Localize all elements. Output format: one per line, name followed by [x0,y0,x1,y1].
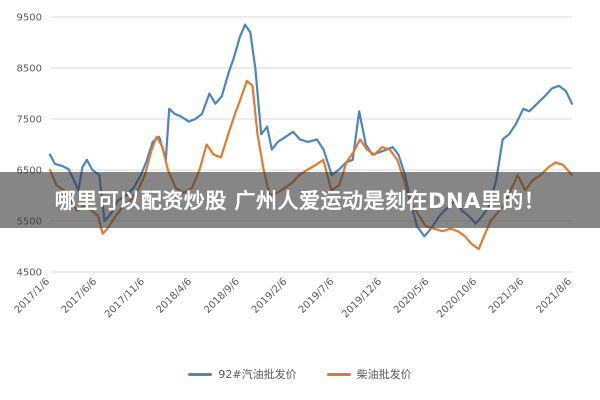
x-tick-label: 2019/2/6 [250,276,290,316]
y-axis-ticks: 450055006500750085009500 [17,13,42,279]
x-axis-ticks: 2017/1/6 2017/6/6 2017/11/6 2018/4/6 2018/9/… [13,276,575,320]
y-tick-label: 7500 [17,115,42,126]
y-tick-label: 4500 [17,268,42,279]
x-tick-label: 2018/4/6 [155,276,195,316]
x-tick-label: 2021/8/6 [535,276,575,316]
x-tick-label: 2020/5/6 [392,276,432,316]
legend-label-diesel: 柴油批发价 [356,368,412,381]
x-tick-label: 2018/9/6 [202,276,242,316]
legend-item-gasoline: 92#汽油批发价 [188,366,297,382]
legend-label-gasoline: 92#汽油批发价 [218,368,297,381]
legend-swatch-gasoline [188,372,213,376]
legend-item-diesel: 柴油批发价 [326,366,412,382]
promo-banner-text: 哪里可以配资炒股 广州人爱运动是刻在DNA里的！ [54,189,546,213]
legend-swatch-diesel [326,372,351,376]
x-tick-label: 2020/10/6 [435,276,479,320]
y-tick-label: 8500 [17,64,42,75]
x-tick-label: 2017/1/6 [13,276,53,316]
x-tick-label: 2017/11/6 [103,276,147,320]
x-tick-label: 2021/3/6 [487,276,527,316]
gridlines [50,16,572,273]
x-tick-label: 2017/6/6 [60,276,100,316]
x-tick-label: 2019/12/6 [340,276,384,320]
y-tick-label: 6500 [17,166,42,177]
y-tick-label: 9500 [17,13,42,24]
promo-banner[interactable]: 哪里可以配资炒股 广州人爱运动是刻在DNA里的！ [0,172,600,228]
chart-legend: 92#汽油批发价 柴油批发价 [0,366,600,382]
x-tick-label: 2019/7/6 [297,276,337,316]
